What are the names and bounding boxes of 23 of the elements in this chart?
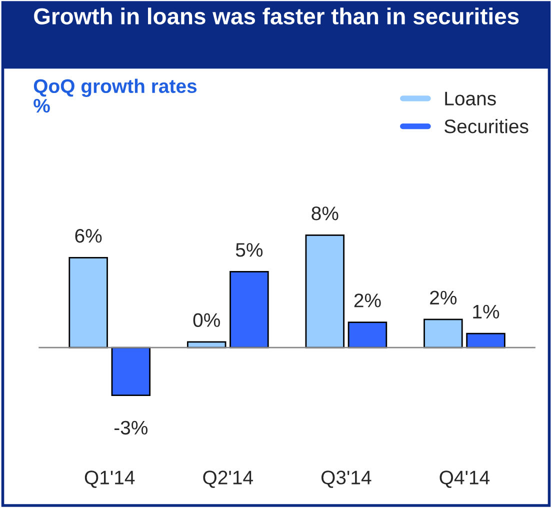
data-label: 1% [473, 304, 500, 318]
bar [348, 322, 388, 348]
bar [424, 318, 463, 348]
bar [68, 256, 108, 348]
bar [111, 346, 151, 396]
data-label: 2% [430, 290, 457, 304]
chart-title: Growth in loans was faster than in securities [34, 8, 519, 24]
chart-subtitle: QoQ growth rates % [34, 78, 197, 113]
legend-label: Securities [444, 119, 528, 134]
legend-label: Loans [445, 92, 496, 106]
bar [466, 332, 506, 348]
bar [230, 271, 269, 348]
data-label: 8% [312, 206, 338, 220]
data-label: -3% [114, 420, 148, 435]
data-label: 6% [75, 228, 102, 243]
x-tick-label: Q1'14 [84, 470, 135, 488]
x-tick-label: Q3'14 [321, 470, 372, 488]
bar [305, 234, 345, 348]
data-label: 5% [236, 243, 263, 257]
x-tick-label: Q4'14 [440, 470, 490, 488]
data-label: 2% [354, 294, 381, 308]
x-tick-label: Q2'14 [203, 470, 253, 488]
data-label: 0% [193, 313, 220, 327]
